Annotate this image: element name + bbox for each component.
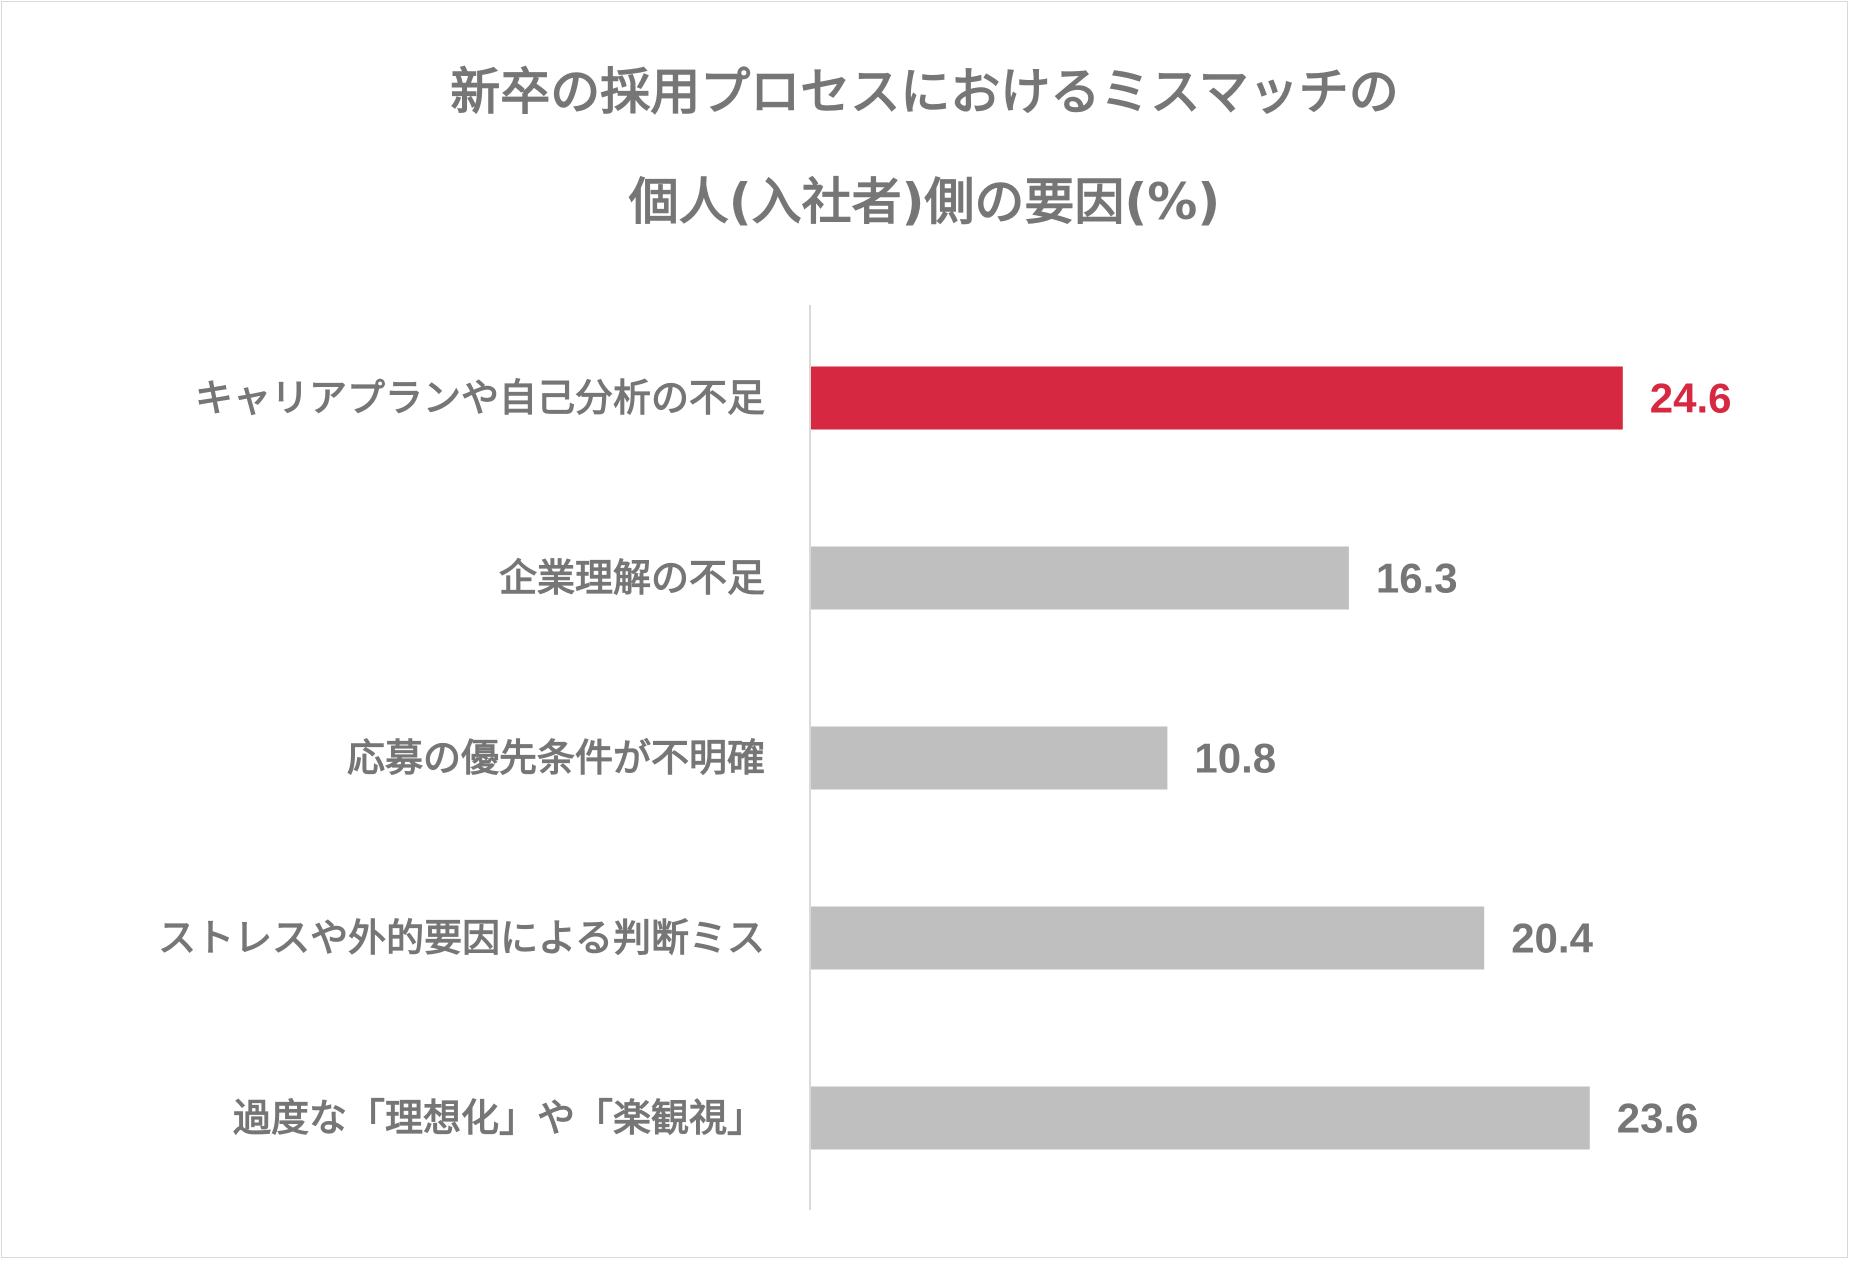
bar-1 (811, 366, 1623, 430)
category-label-2: 企業理解の不足 (499, 556, 765, 600)
bar-4 (811, 906, 1485, 970)
category-label-3: 応募の優先条件が不明確 (347, 736, 765, 780)
value-label-5: 23.6 (1617, 1095, 1699, 1142)
value-label-4: 20.4 (1511, 915, 1593, 962)
chart-title-line-2: 個人(入社者)側の要因(%) (628, 173, 1221, 231)
bar-3 (811, 726, 1168, 790)
chart-title-line-1: 新卒の採用プロセスにおけるミスマッチの (450, 63, 1399, 121)
category-label-4: ストレスや外的要因による判断ミス (158, 916, 765, 960)
category-label-5: 過度な「理想化」や「楽観視」 (233, 1096, 765, 1140)
value-label-1: 24.6 (1650, 375, 1732, 422)
bar-5 (811, 1086, 1590, 1150)
bar-2 (811, 546, 1349, 610)
category-label-1: キャリアプランや自己分析の不足 (195, 376, 765, 420)
value-label-3: 10.8 (1194, 735, 1276, 782)
value-label-2: 16.3 (1376, 555, 1458, 602)
